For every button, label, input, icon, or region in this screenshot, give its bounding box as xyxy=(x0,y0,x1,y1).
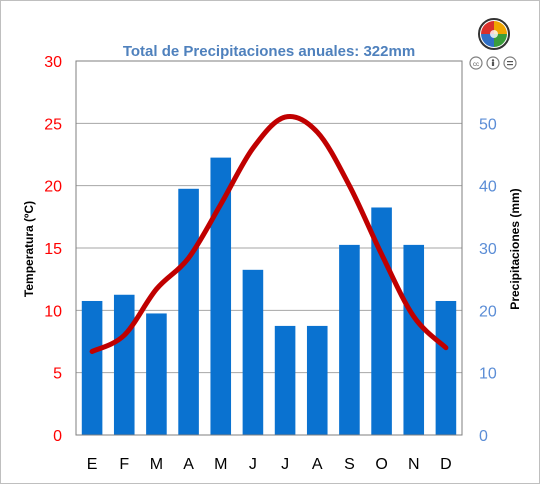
x-tick-label: J xyxy=(281,456,289,473)
x-tick-label: A xyxy=(312,456,323,473)
x-tick-label: A xyxy=(183,456,194,473)
precipitation-bar xyxy=(403,244,425,435)
axis-layer xyxy=(75,60,463,436)
precipitation-bar xyxy=(178,188,199,435)
precipitation-bar xyxy=(210,157,232,435)
y-left-tick-label: 20 xyxy=(44,179,62,196)
cc-by-nd-icon: cc xyxy=(469,56,517,70)
y-right-tick-label: 40 xyxy=(479,179,497,196)
puzzle-circle-logo xyxy=(478,18,510,50)
y-right-tick-label: 30 xyxy=(479,241,497,258)
x-tick-label: M xyxy=(214,456,227,473)
chart-title: Total de Precipitaciones anuales: 322mm xyxy=(123,43,415,60)
plot-frame xyxy=(75,60,463,436)
precipitation-bar xyxy=(113,294,135,435)
y-right-axis-label: Precipitaciones (mm) xyxy=(508,188,522,309)
precipitation-bar xyxy=(274,325,296,435)
y-left-tick-label: 10 xyxy=(44,303,62,320)
y-left-tick-label: 25 xyxy=(44,116,62,133)
x-tick-label: D xyxy=(440,456,452,473)
x-tick-label: O xyxy=(375,456,387,473)
y-left-tick-label: 0 xyxy=(53,428,62,445)
y-left-axis-label: Temperatura (ºC) xyxy=(22,201,36,297)
tick-layer: 0 5 10 15 20 25 30 0 10 20 30 40 50 E F M A M J J A S O N D xyxy=(44,54,497,473)
precipitation-bar xyxy=(306,325,328,435)
y-right-tick-label: 10 xyxy=(479,366,497,383)
precipitation-bar xyxy=(81,300,103,435)
y-left-tick-label: 30 xyxy=(44,54,62,71)
x-tick-label: M xyxy=(150,456,163,473)
y-left-tick-label: 15 xyxy=(44,241,62,258)
x-tick-label: F xyxy=(119,456,129,473)
x-tick-label: J xyxy=(249,456,257,473)
precipitation-bar xyxy=(146,313,167,435)
precipitation-bar xyxy=(339,244,360,435)
precipitation-bar xyxy=(435,300,457,435)
precipitation-bar xyxy=(242,269,264,435)
y-right-tick-label: 50 xyxy=(479,116,497,133)
x-tick-label: N xyxy=(408,456,420,473)
line-layer xyxy=(89,114,449,354)
x-tick-label: E xyxy=(87,456,98,473)
x-tick-label: S xyxy=(344,456,355,473)
svg-text:cc: cc xyxy=(473,62,479,68)
y-right-tick-label: 0 xyxy=(479,428,488,445)
temperature-line xyxy=(89,114,449,354)
y-left-tick-label: 5 xyxy=(53,366,62,383)
y-right-tick-label: 20 xyxy=(479,303,497,320)
